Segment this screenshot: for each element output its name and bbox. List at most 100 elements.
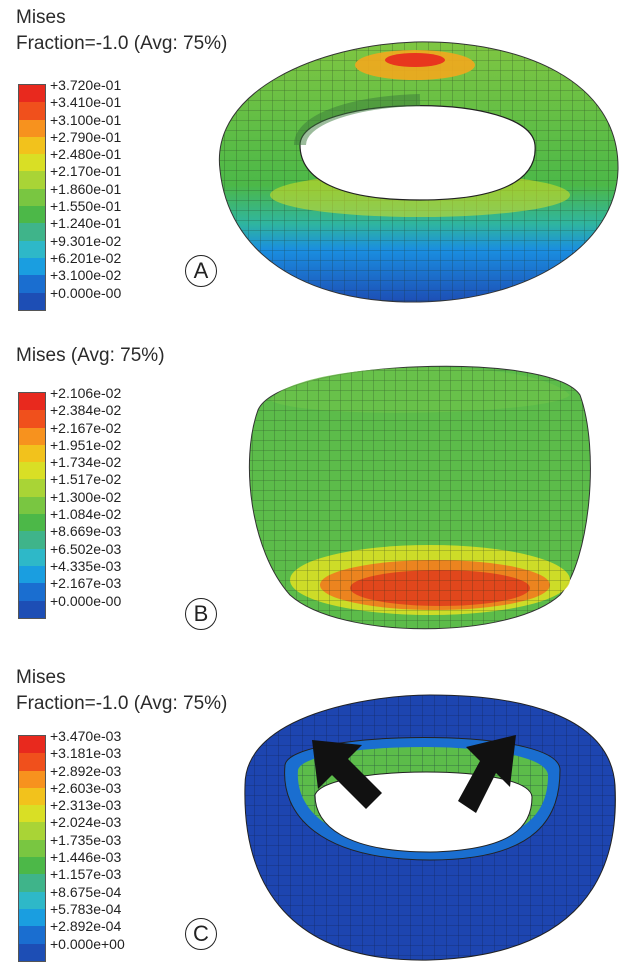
legend-value: +2.024e-03 xyxy=(50,814,122,831)
color-swatch xyxy=(19,410,45,428)
color-swatch xyxy=(19,257,45,276)
color-swatch xyxy=(19,223,45,241)
legend-value: +0.000e+00 xyxy=(50,935,125,952)
color-swatch xyxy=(19,479,45,497)
color-swatch xyxy=(19,874,45,892)
stress-peak xyxy=(385,53,445,67)
legend-value: +3.720e-01 xyxy=(50,77,122,93)
legend-value: +3.100e-01 xyxy=(50,111,122,128)
color-swatch xyxy=(19,822,45,840)
color-swatch xyxy=(19,275,45,293)
color-swatch xyxy=(19,753,45,771)
legend-value: +8.669e-03 xyxy=(50,523,122,540)
legend-subtitle: Fraction=-1.0 (Avg: 75%) xyxy=(16,33,228,54)
color-swatch xyxy=(19,565,45,584)
color-swatch xyxy=(19,839,45,858)
color-swatch xyxy=(19,444,45,463)
legend-value: +6.201e-02 xyxy=(50,249,122,266)
legend-value: +2.384e-02 xyxy=(50,402,122,419)
legend-value: +1.734e-02 xyxy=(50,454,122,471)
color-swatch xyxy=(19,857,45,875)
panel-label: C xyxy=(185,918,217,950)
color-swatch xyxy=(19,736,45,754)
color-swatch xyxy=(19,85,45,103)
color-swatch xyxy=(19,462,45,480)
legend-value: +4.335e-03 xyxy=(50,557,122,574)
color-swatch xyxy=(19,292,45,310)
legend-value: +1.240e-01 xyxy=(50,215,122,232)
color-swatch xyxy=(19,926,45,944)
color-scale xyxy=(18,392,46,619)
legend-value: +2.790e-01 xyxy=(50,128,122,145)
ring-opening xyxy=(299,105,536,201)
color-swatch xyxy=(19,908,45,927)
legend-value: +1.300e-02 xyxy=(50,488,122,505)
panel-a: Mises Fraction=-1.0 (Avg: 75%) +3.720e-0… xyxy=(0,0,640,325)
panel-c: Mises Fraction=-1.0 (Avg: 75%) +3.470e-0… xyxy=(0,660,640,980)
legend-value: +1.446e-03 xyxy=(50,849,122,866)
color-swatch xyxy=(19,206,45,224)
color-scale xyxy=(18,84,46,311)
color-swatch xyxy=(19,514,45,532)
legend-value: +1.735e-03 xyxy=(50,831,122,848)
legend-title: Mises xyxy=(16,667,66,688)
color-swatch xyxy=(19,531,45,549)
panel-label: A xyxy=(185,255,217,287)
color-swatch xyxy=(19,496,45,515)
legend-labels: +3.470e-03 +3.181e-03 +2.892e-03 +2.603e… xyxy=(50,728,125,953)
legend-value: +3.181e-03 xyxy=(50,745,122,762)
color-swatch xyxy=(19,600,45,618)
fe-disc-model xyxy=(248,365,591,630)
legend-value: +1.157e-03 xyxy=(50,866,122,883)
legend-labels: +3.720e-01 +3.410e-01 +3.100e-01 +2.790e… xyxy=(50,77,121,302)
panel-b: Mises (Avg: 75%) +2.106e-02 +2.384e-02 +… xyxy=(0,340,640,640)
legend-value: +0.000e-00 xyxy=(50,284,122,301)
color-scale xyxy=(18,735,46,962)
color-swatch xyxy=(19,119,45,137)
legend-value: +2.170e-01 xyxy=(50,163,122,180)
legend-value: +2.167e-03 xyxy=(50,575,122,592)
color-swatch xyxy=(19,393,45,411)
color-swatch xyxy=(19,943,45,961)
legend-value: +1.084e-02 xyxy=(50,506,122,523)
legend-value: +1.951e-02 xyxy=(50,436,122,453)
legend-value: +9.301e-02 xyxy=(50,232,122,249)
legend-value: +3.410e-01 xyxy=(50,94,122,111)
legend-value: +2.313e-03 xyxy=(50,797,122,814)
panel-label: B xyxy=(185,598,217,630)
fe-ring-model-c xyxy=(244,694,616,961)
legend-labels: +2.106e-02 +2.384e-02 +2.167e-02 +1.951e… xyxy=(50,385,121,610)
legend-value: +5.783e-04 xyxy=(50,900,122,917)
color-swatch xyxy=(19,154,45,172)
color-swatch xyxy=(19,136,45,155)
legend-value: +1.860e-01 xyxy=(50,180,122,197)
color-swatch xyxy=(19,891,45,909)
arrow-left-icon xyxy=(312,740,382,809)
fe-ring-model xyxy=(218,41,619,303)
legend-value: +0.000e-00 xyxy=(50,592,122,609)
color-swatch xyxy=(19,805,45,823)
arrow-right-icon xyxy=(458,735,516,813)
color-swatch xyxy=(19,583,45,601)
color-swatch xyxy=(19,188,45,207)
color-swatch xyxy=(19,548,45,566)
color-swatch xyxy=(19,770,45,788)
legend-value: +2.480e-01 xyxy=(50,146,122,163)
legend-value: +3.470e-03 xyxy=(50,728,122,744)
legend-value: +2.603e-03 xyxy=(50,779,122,796)
color-swatch xyxy=(19,102,45,120)
legend-title: Mises xyxy=(16,7,66,28)
legend-value: +6.502e-03 xyxy=(50,540,122,557)
legend-value: +2.892e-03 xyxy=(50,762,122,779)
legend-value: +2.167e-02 xyxy=(50,419,122,436)
color-swatch xyxy=(19,171,45,189)
legend-value: +3.100e-02 xyxy=(50,267,122,284)
color-swatch xyxy=(19,240,45,258)
legend-title: Mises (Avg: 75%) xyxy=(16,345,165,366)
legend-value: +1.517e-02 xyxy=(50,471,122,488)
legend-value: +2.892e-04 xyxy=(50,918,122,935)
legend-value: +2.106e-02 xyxy=(50,385,122,401)
legend-subtitle: Fraction=-1.0 (Avg: 75%) xyxy=(16,693,228,714)
color-swatch xyxy=(19,427,45,445)
legend-value: +8.675e-04 xyxy=(50,883,122,900)
